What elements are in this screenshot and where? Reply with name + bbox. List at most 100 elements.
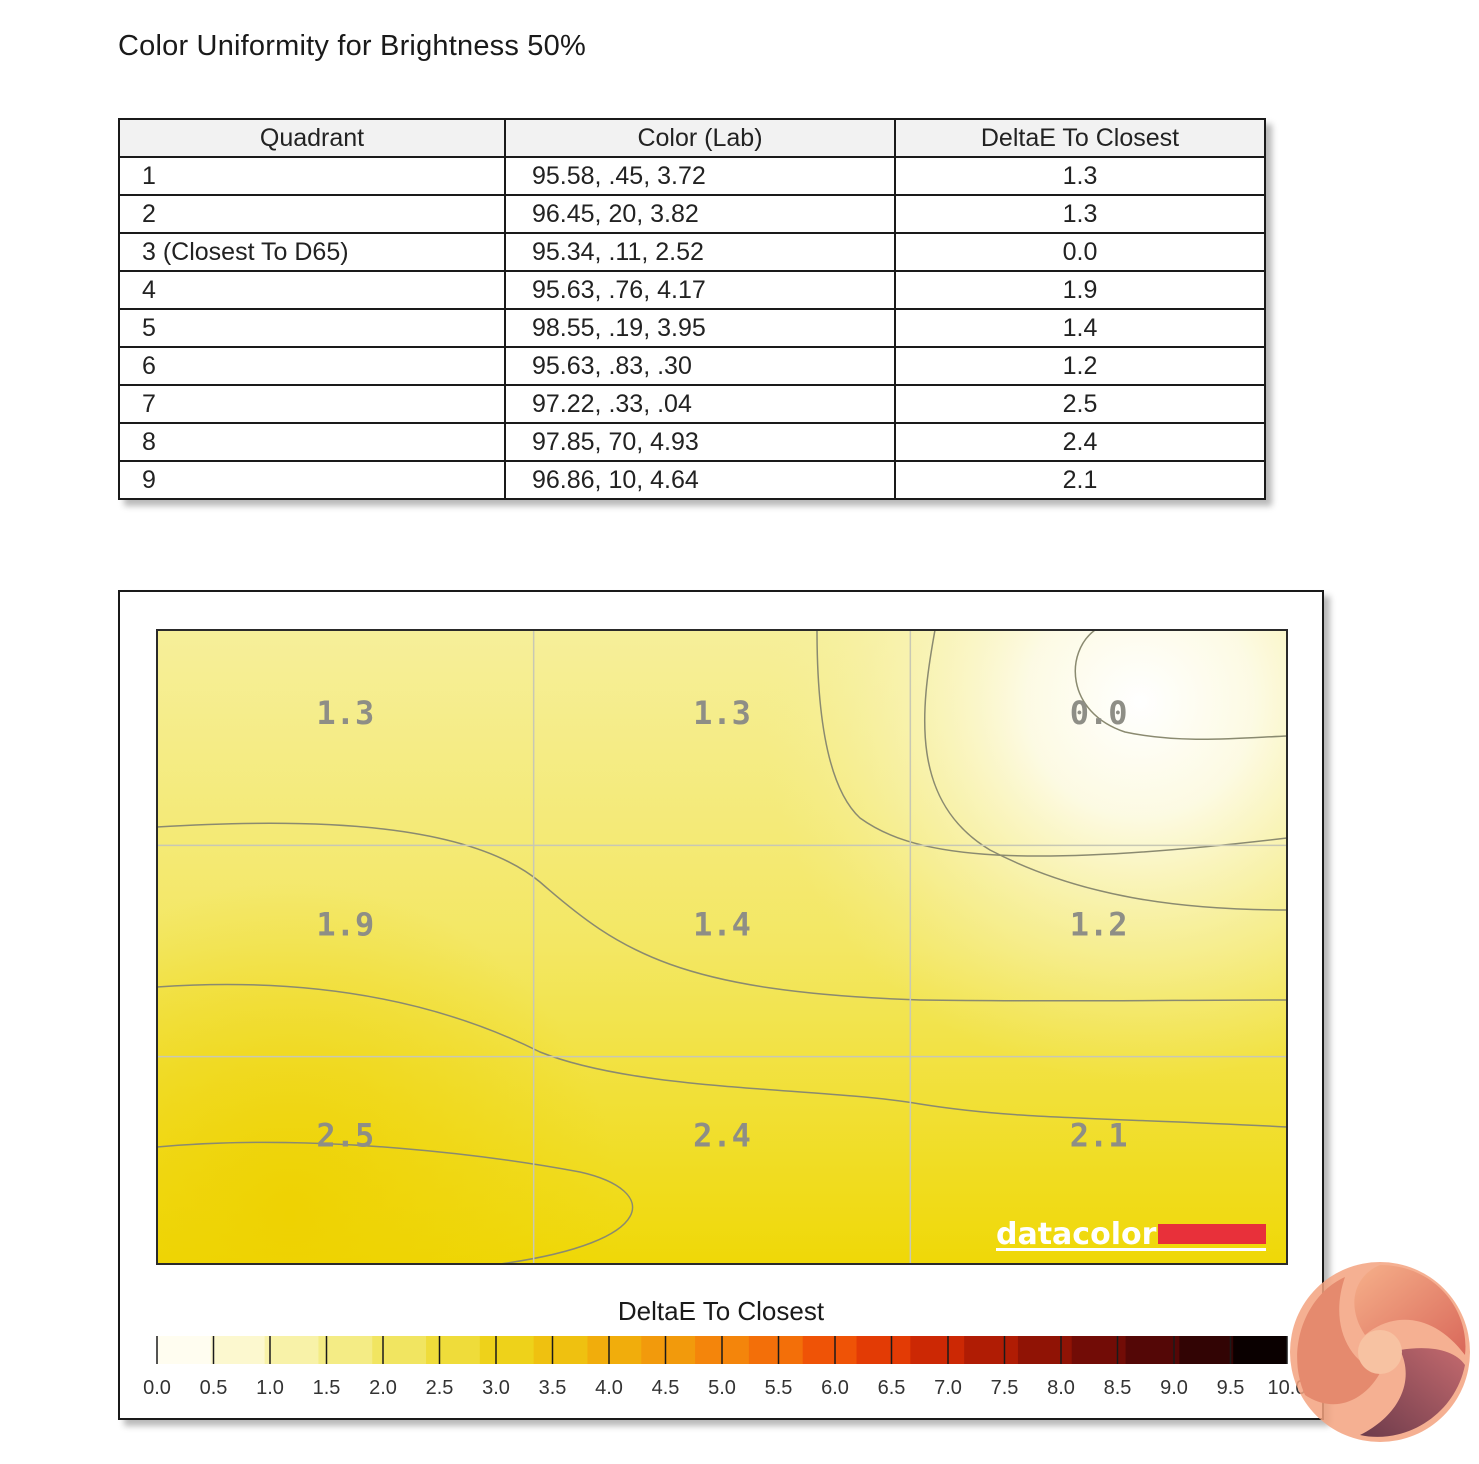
colorbar-tick-label: 7.5 [991, 1377, 1019, 1399]
watermark-bar [1158, 1224, 1266, 1244]
cell-lab: 98.55, .19, 3.95 [504, 308, 896, 348]
cell-quadrant: 7 [118, 384, 506, 424]
contour-line [157, 822, 1287, 1002]
cell-value-label: 0.0 [1070, 694, 1128, 732]
colorbar-tick-label: 8.0 [1047, 1377, 1075, 1399]
colorbar-segment [641, 1336, 696, 1364]
page-title: Color Uniformity for Brightness 50% [118, 30, 586, 62]
colorbar-tick-label: 6.0 [821, 1377, 849, 1399]
colorbar-tick-label: 1.0 [256, 1377, 284, 1399]
cell-quadrant: 3 (Closest To D65) [118, 232, 506, 272]
header-color-lab: Color (Lab) [504, 118, 896, 158]
colorbar-tick-label: 5.0 [708, 1377, 736, 1399]
table-row: 1 95.58, .45, 3.72 1.3 [118, 156, 1266, 196]
cell-lab: 97.22, .33, .04 [504, 384, 896, 424]
table-header-row: Quadrant Color (Lab) DeltaE To Closest [118, 118, 1266, 158]
colorbar-segment [587, 1336, 642, 1364]
contour-line [157, 983, 1287, 1128]
cell-value-label: 1.9 [316, 905, 374, 943]
cell-value-label: 1.3 [316, 694, 374, 732]
colorbar-tick-label: 6.5 [878, 1377, 906, 1399]
cell-lab: 97.85, 70, 4.93 [504, 422, 896, 462]
colorbar-tick-label: 4.0 [595, 1377, 623, 1399]
cell-lab: 96.45, 20, 3.82 [504, 194, 896, 234]
colorbar-tick-label: 3.5 [539, 1377, 567, 1399]
table-row: 7 97.22, .33, .04 2.5 [118, 384, 1266, 424]
cell-quadrant: 5 [118, 308, 506, 348]
colorbar-title: DeltaE To Closest [617, 1296, 825, 1326]
heatmap-light-region [157, 630, 1287, 1264]
cell-deltae: 1.2 [894, 346, 1266, 386]
colorbar-segment [802, 1336, 858, 1364]
colorbar-tick-label: 1.5 [313, 1377, 341, 1399]
cell-quadrant: 9 [118, 460, 506, 500]
cell-deltae: 1.3 [894, 156, 1266, 196]
cell-lab: 96.86, 10, 4.64 [504, 460, 896, 500]
colorbar-tick-label: 3.0 [482, 1377, 510, 1399]
colorbar-segment [479, 1336, 535, 1364]
contour-line [157, 1141, 634, 1264]
header-deltae: DeltaE To Closest [894, 118, 1266, 158]
colorbar-segment [910, 1336, 965, 1364]
cell-lab: 95.34, .11, 2.52 [504, 232, 896, 272]
watermark-underline [996, 1248, 1266, 1251]
contour-line [923, 630, 1287, 911]
colorbar-segment [157, 1336, 212, 1364]
table-row: 5 98.55, .19, 3.95 1.4 [118, 308, 1266, 348]
datacolor-watermark: datacolor [996, 1217, 1266, 1252]
heatmap-chart: 1.3 1.3 0.0 1.9 1.4 1.2 2.5 2.4 2.1 datacolor 0.… [143, 629, 1306, 1399]
table-row: 4 95.63, .76, 4.17 1.9 [118, 270, 1266, 310]
cell-value-label: 1.2 [1070, 905, 1128, 943]
colorbar-tick-label: 7.0 [934, 1377, 962, 1399]
cell-deltae: 2.4 [894, 422, 1266, 462]
colorbar-tick-label: 4.5 [652, 1377, 680, 1399]
colorbar-segment [533, 1336, 588, 1364]
cell-value-label: 2.4 [693, 1117, 751, 1155]
cell-value-label: 1.3 [693, 694, 751, 732]
contour-lines [157, 630, 1287, 1264]
colorbar-segment [318, 1336, 373, 1364]
cell-deltae: 2.5 [894, 384, 1266, 424]
colorbar-segment [964, 1336, 1019, 1364]
contour-line [1074, 630, 1287, 741]
cell-deltae: 2.1 [894, 460, 1266, 500]
colorbar-segment [1017, 1336, 1073, 1364]
plot-border [156, 629, 1288, 1265]
cell-value-label: 2.5 [316, 1117, 374, 1155]
cell-value-label: 2.1 [1070, 1117, 1128, 1155]
colorbar: 0.0 0.5 1.0 1.5 2.0 2.5 3.0 3.5 4.0 4.5 5.0 5.5 6.0 6… [143, 1336, 1306, 1399]
colorbar-tick-label: 2.5 [426, 1377, 454, 1399]
table-row: 9 96.86, 10, 4.64 2.1 [118, 460, 1266, 500]
cell-deltae: 1.4 [894, 308, 1266, 348]
uniformity-table-container: Quadrant Color (Lab) DeltaE To Closest 1… [118, 118, 1266, 500]
colorbar-segment [372, 1336, 427, 1364]
cell-deltae: 1.3 [894, 194, 1266, 234]
cell-value-label: 1.4 [693, 905, 751, 943]
brand-logo-icon [1290, 1262, 1470, 1442]
table-row: 6 95.63, .83, .30 1.2 [118, 346, 1266, 386]
cell-quadrant: 6 [118, 346, 506, 386]
cell-quadrant: 1 [118, 156, 506, 196]
cell-deltae: 1.9 [894, 270, 1266, 310]
cell-deltae: 0.0 [894, 232, 1266, 272]
colorbar-segment [426, 1336, 481, 1364]
colorbar-tick-label: 5.5 [765, 1377, 793, 1399]
colorbar-segment [1179, 1336, 1234, 1364]
table-row: 3 (Closest To D65) 95.34, .11, 2.52 0.0 [118, 232, 1266, 272]
cell-lab: 95.63, .76, 4.17 [504, 270, 896, 310]
header-quadrant: Quadrant [118, 118, 506, 158]
colorbar-segment [264, 1336, 319, 1364]
uniformity-table: Quadrant Color (Lab) DeltaE To Closest 1… [118, 118, 1266, 500]
cell-lab: 95.58, .45, 3.72 [504, 156, 896, 196]
contour-line [816, 630, 1287, 857]
colorbar-tick-label: 2.0 [369, 1377, 397, 1399]
colorbar-segment [856, 1336, 911, 1364]
colorbar-segment [1125, 1336, 1180, 1364]
cell-value-labels: 1.3 1.3 0.0 1.9 1.4 1.2 2.5 2.4 2.1 [316, 694, 1127, 1155]
colorbar-tick-label: 9.5 [1217, 1377, 1245, 1399]
watermark-text: datacolor [996, 1217, 1157, 1252]
colorbar-tick-label: 0.0 [143, 1377, 171, 1399]
cell-lab: 95.63, .83, .30 [504, 346, 896, 386]
cell-quadrant: 4 [118, 270, 506, 310]
colorbar-segment [748, 1336, 804, 1364]
